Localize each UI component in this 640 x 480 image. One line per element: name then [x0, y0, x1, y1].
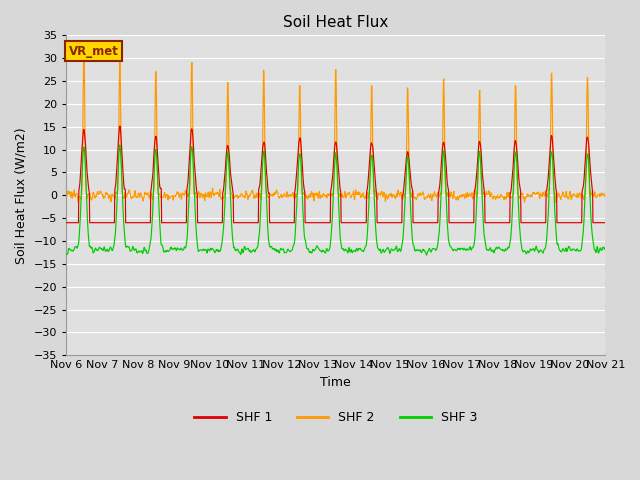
SHF 3 [182, 241, 190, 247]
Line: SHF 3: SHF 3 [66, 145, 605, 255]
SHF 2 [170, 197, 177, 203]
Line: SHF 1: SHF 1 [66, 126, 605, 223]
SHF 3 [423, 252, 431, 258]
Title: Soil Heat Flux: Soil Heat Flux [283, 15, 388, 30]
SHF 1 [538, 220, 545, 226]
SHF 1 [62, 220, 70, 226]
SHF 2 [182, 189, 190, 195]
SHF 2 [490, 193, 498, 199]
SHF 1 [243, 220, 250, 226]
SHF 2 [80, 50, 88, 56]
SHF 1 [602, 220, 609, 226]
SHF 3 [116, 142, 124, 148]
Text: VR_met: VR_met [68, 45, 118, 58]
SHF 2 [62, 192, 70, 198]
SHF 3 [243, 246, 250, 252]
SHF 1 [170, 220, 177, 226]
SHF 2 [551, 200, 559, 205]
SHF 3 [538, 249, 546, 255]
Legend: SHF 1, SHF 2, SHF 3: SHF 1, SHF 2, SHF 3 [189, 406, 482, 429]
SHF 2 [602, 190, 609, 195]
SHF 3 [170, 245, 177, 251]
SHF 2 [420, 192, 428, 197]
SHF 1 [116, 123, 124, 129]
SHF 1 [182, 220, 190, 226]
SHF 1 [420, 220, 428, 226]
SHF 3 [490, 249, 498, 255]
SHF 1 [490, 220, 498, 226]
SHF 3 [420, 248, 428, 253]
SHF 3 [62, 252, 70, 258]
SHF 3 [602, 244, 609, 250]
X-axis label: Time: Time [321, 376, 351, 389]
SHF 2 [243, 192, 250, 197]
Line: SHF 2: SHF 2 [66, 53, 605, 203]
Y-axis label: Soil Heat Flux (W/m2): Soil Heat Flux (W/m2) [15, 127, 28, 264]
SHF 2 [538, 192, 545, 197]
